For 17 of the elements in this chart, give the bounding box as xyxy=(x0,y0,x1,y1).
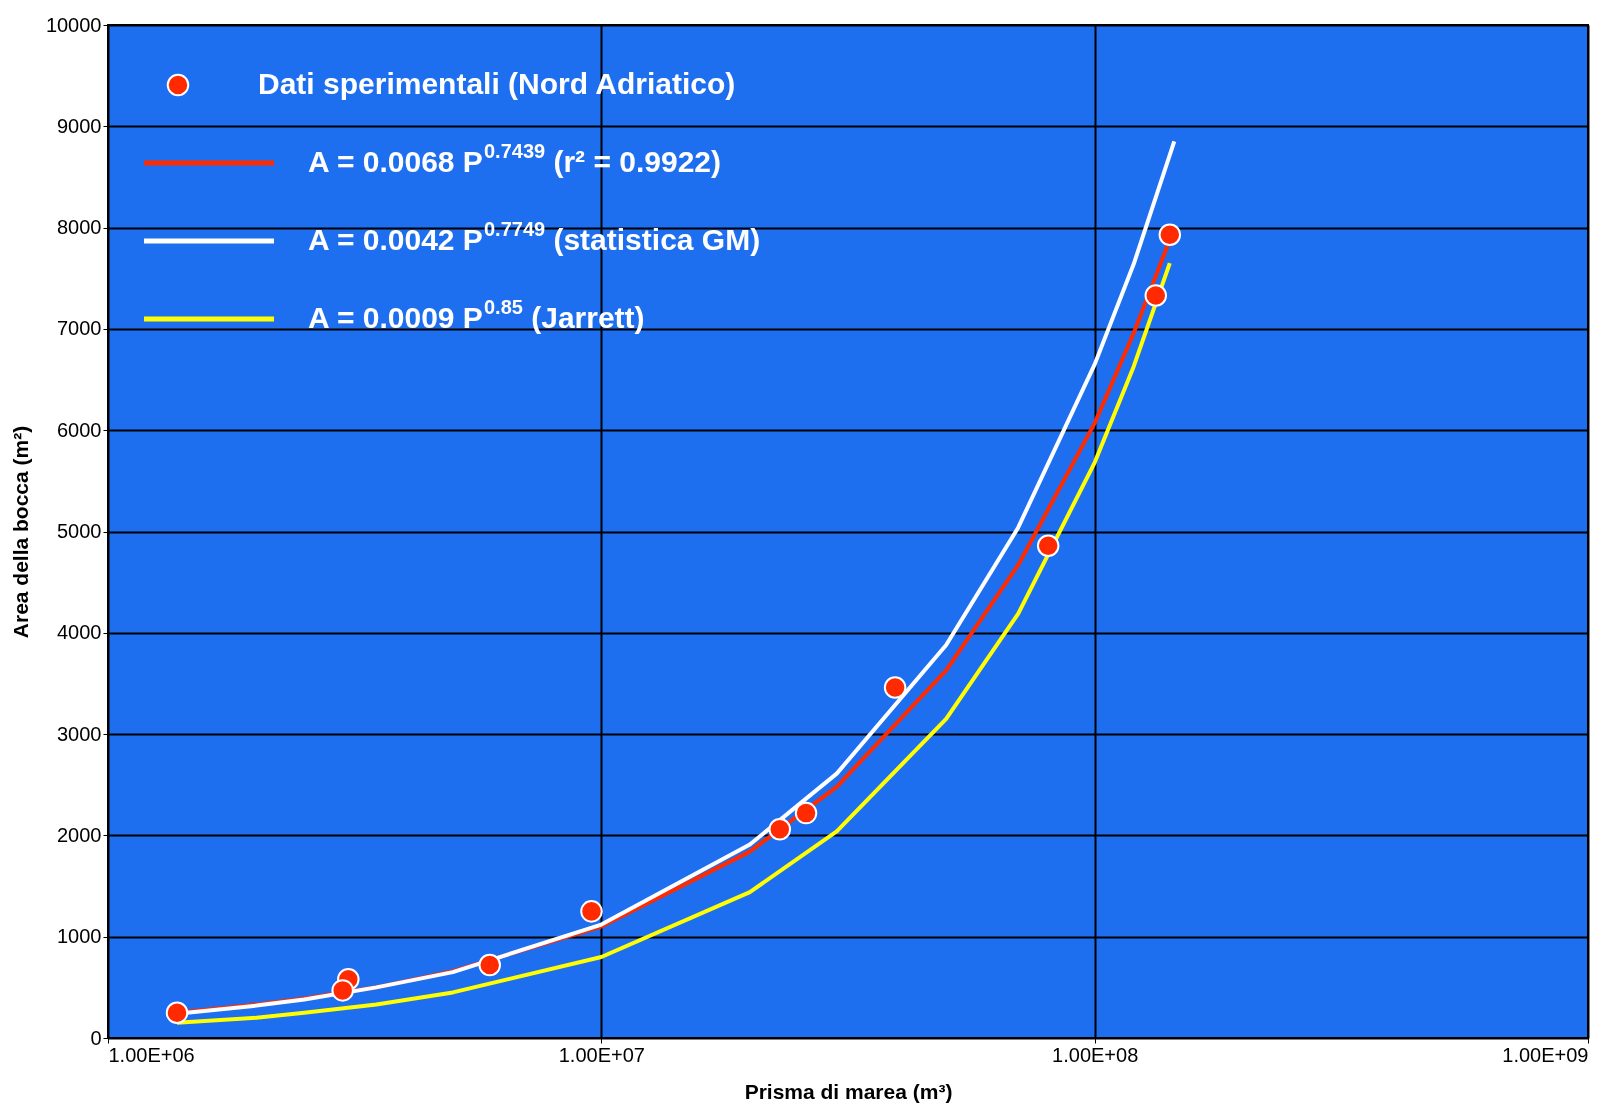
x-tick-label: 1.00E+06 xyxy=(108,1043,195,1066)
y-tick-label: 7000 xyxy=(57,317,102,340)
y-tick-label: 1000 xyxy=(57,925,102,948)
y-tick-label: 9000 xyxy=(57,114,102,137)
y-tick-label: 10000 xyxy=(45,13,102,36)
y-tick-label: 5000 xyxy=(57,520,102,542)
y-tick-label: 6000 xyxy=(57,418,102,441)
x-tick-label: 1.00E+07 xyxy=(558,1043,645,1066)
y-tick-label: 2000 xyxy=(57,823,102,846)
y-tick-label: 8000 xyxy=(57,216,102,239)
x-tick-label: 1.00E+09 xyxy=(1502,1043,1589,1066)
y-tick-label: 4000 xyxy=(57,621,102,644)
y-axis-title: Area della bocca (m²) xyxy=(8,425,32,639)
x-tick-label: 1.00E+08 xyxy=(1052,1043,1139,1066)
x-axis-title: Prisma di marea (m³) xyxy=(744,1079,953,1103)
y-tick-label: 3000 xyxy=(57,722,102,745)
y-tick-label: 0 xyxy=(90,1026,102,1049)
